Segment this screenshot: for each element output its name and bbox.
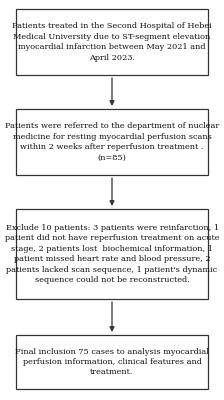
- Bar: [16, 335, 208, 389]
- Text: Patients treated in the Second Hospital of Hebei
Medical University due to ST-se: Patients treated in the Second Hospital …: [12, 22, 212, 62]
- Bar: [16, 9, 208, 75]
- Bar: [16, 109, 208, 175]
- Text: Patients were referred to the department of nuclear
medicine for resting myocard: Patients were referred to the department…: [5, 122, 219, 162]
- Text: Exclude 10 patients: 3 patients were reinfarction, 1
patient did not have reperf: Exclude 10 patients: 3 patients were rei…: [5, 224, 219, 284]
- Bar: [16, 209, 208, 299]
- Text: Final inclusion 75 cases to analysis myocardial
perfusion information, clinical : Final inclusion 75 cases to analysis myo…: [15, 348, 209, 376]
